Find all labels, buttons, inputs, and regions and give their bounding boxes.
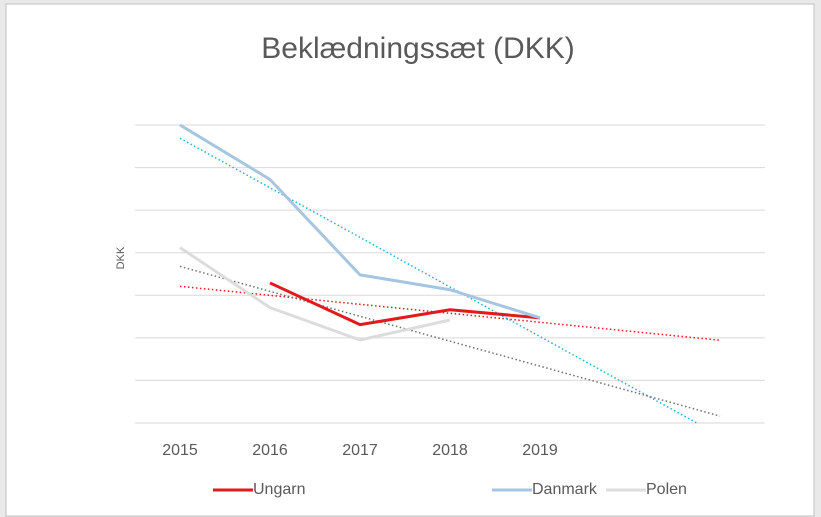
x-tick-label: 2015 (162, 442, 198, 459)
legend-label: Polen (646, 481, 687, 498)
chart-title: Beklædningssæt (DKK) (261, 32, 574, 65)
series-line (179, 123, 541, 320)
trendline (179, 285, 721, 341)
legend-label: Danmark (532, 481, 598, 498)
series-line (269, 281, 541, 327)
x-tick-label: 2017 (342, 442, 378, 459)
x-tick-label: 2016 (252, 442, 288, 459)
x-tick-label: 2019 (522, 442, 558, 459)
legend-label: Ungarn (253, 481, 305, 498)
chart-area (5, 3, 815, 517)
x-tick-label: 2018 (432, 442, 468, 459)
trendline (179, 265, 721, 417)
series-line (179, 246, 451, 342)
y-axis-label: DKK (115, 246, 127, 269)
